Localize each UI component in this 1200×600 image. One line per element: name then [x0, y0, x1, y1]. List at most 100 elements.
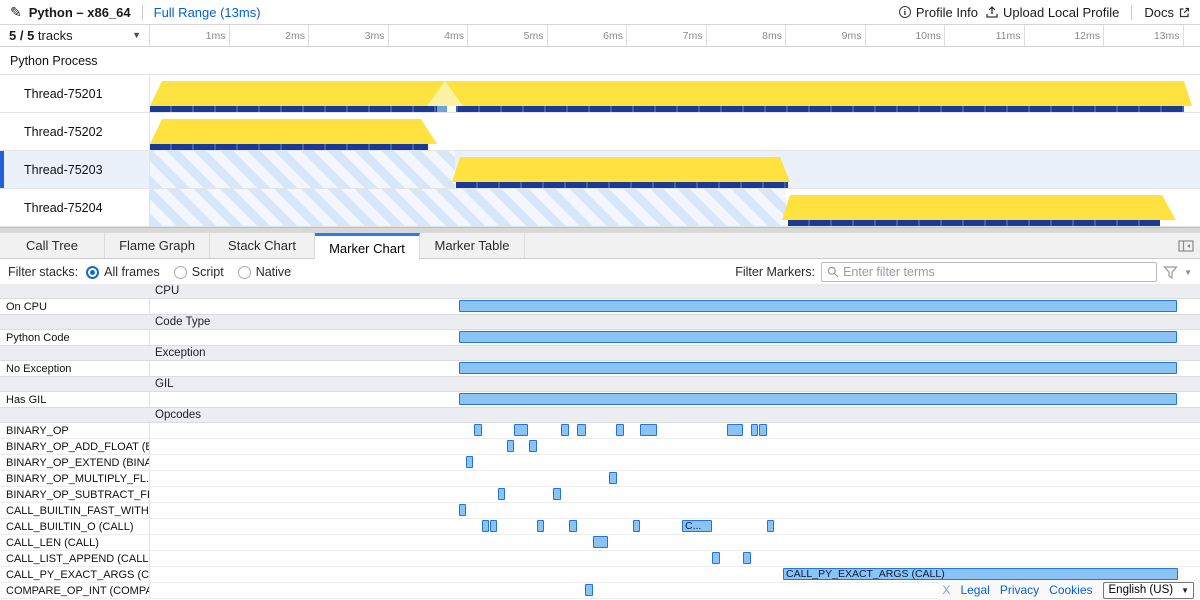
details-tab-bar: Call Tree Flame Graph Stack Chart Marker Ch… [0, 233, 1200, 260]
track-row-thread-75204[interactable]: Thread-75204 [0, 189, 1200, 227]
ruler-tick: 10ms [866, 25, 945, 46]
cpu-activity-band [452, 157, 790, 182]
marker-filter-input[interactable] [843, 265, 1152, 279]
marker-bar[interactable] [459, 331, 1177, 343]
marker-bar[interactable] [633, 520, 640, 532]
marker-chart: CPU On CPU Code Type Python Code Exception No… [0, 284, 1200, 600]
marker-bar[interactable] [751, 424, 758, 436]
marker-bar[interactable] [498, 488, 505, 500]
thread-track-label: Thread-75203 [13, 151, 150, 188]
marker-bar[interactable] [466, 456, 473, 468]
track-row-thread-75201[interactable]: Thread-75201 [0, 75, 1200, 113]
marker-row-label: BINARY_OP [0, 423, 150, 438]
marker-row-label: CALL_BUILTIN_O (CALL) [0, 519, 150, 534]
profile-info-button[interactable]: i Profile Info [898, 5, 978, 20]
track-row-thread-75203[interactable]: Thread-75203 [0, 151, 1200, 189]
marker-bar[interactable] [459, 504, 466, 516]
timeline-details-splitter[interactable] [0, 227, 1200, 233]
footer-link-privacy[interactable]: Privacy [999, 583, 1040, 597]
marker-bar[interactable] [514, 424, 528, 436]
samples-strip-gap [447, 106, 456, 112]
marker-bar[interactable] [759, 424, 767, 436]
marker-row: No Exception [0, 361, 1200, 377]
marker-bar[interactable] [569, 520, 577, 532]
time-ruler[interactable]: 1ms 2ms 3ms 4ms 5ms 6ms 7ms 8ms 9ms 10ms 11ms 12ms 1… [150, 25, 1200, 46]
marker-bar[interactable] [585, 584, 593, 596]
top-header: ✎ Python – x86_64 Full Range (13ms) i Pr… [0, 0, 1200, 25]
marker-row-label: Has GIL [0, 392, 150, 407]
marker-row: CALL_PY_EXACT_ARGS (C... CALL_PY_EXACT_AR… [0, 567, 1200, 583]
tab-stack-chart[interactable]: Stack Chart [210, 233, 315, 258]
docs-button[interactable]: Docs [1144, 5, 1190, 20]
marker-bar[interactable] [640, 424, 657, 436]
marker-bar-label: CALL_PY_EXACT_ARGS (CALL) [786, 568, 945, 580]
samples-strip [456, 182, 788, 188]
marker-bar[interactable] [474, 424, 482, 436]
marker-bar[interactable] [482, 520, 489, 532]
marker-row-label: BINARY_OP_MULTIPLY_FL... [0, 471, 150, 486]
marker-bar[interactable] [507, 440, 514, 452]
ruler-tick: 1ms [150, 25, 230, 46]
marker-bar[interactable]: C... [682, 520, 712, 532]
marker-bar[interactable] [609, 472, 617, 484]
full-range-button[interactable]: Full Range (13ms) [153, 4, 261, 20]
stack-filter-all-frames[interactable]: All frames [86, 265, 160, 279]
marker-bar[interactable]: CALL_PY_EXACT_ARGS (CALL) [783, 568, 1178, 580]
marker-row-label: CALL_PY_EXACT_ARGS (C... [0, 567, 150, 582]
marker-bar[interactable] [529, 440, 537, 452]
marker-bar[interactable] [727, 424, 743, 436]
tracks-dropdown-button[interactable]: 5 / 5 tracks ▼ [0, 25, 150, 46]
marker-bar[interactable] [712, 552, 720, 564]
marker-section-header: Code Type [0, 314, 1200, 330]
marker-row: CALL_BUILTIN_O (CALL) C... [0, 519, 1200, 535]
footer-link-cookies[interactable]: Cookies [1049, 583, 1093, 597]
marker-section-header: Opcodes [0, 407, 1200, 423]
tab-flame-graph[interactable]: Flame Graph [105, 233, 210, 258]
radio-icon [173, 265, 187, 279]
tab-marker-table[interactable]: Marker Table [420, 233, 525, 258]
marker-row: Has GIL [0, 392, 1200, 408]
marker-row-label: BINARY_OP_SUBTRACT_FL... [0, 487, 150, 502]
stack-filter-native[interactable]: Native [237, 265, 291, 279]
track-row-thread-75202[interactable]: Thread-75202 [0, 113, 1200, 151]
marker-bar[interactable] [459, 393, 1177, 405]
thread-activity-graph [150, 189, 1200, 226]
footer-overlay: X Legal Privacy Cookies English (US) ▼ [938, 580, 1200, 600]
marker-bar[interactable] [553, 488, 561, 500]
ruler-tick: 5ms [468, 25, 548, 46]
marker-bar[interactable] [577, 424, 586, 436]
marker-bar[interactable] [537, 520, 544, 532]
ruler-tick: 13ms [1104, 25, 1184, 46]
footer-close-button[interactable]: X [942, 583, 951, 597]
process-track-header[interactable]: Python Process [0, 47, 1200, 75]
funnel-dropdown-icon[interactable]: ▼ [1184, 267, 1192, 277]
marker-bar[interactable] [561, 424, 569, 436]
marker-bar[interactable] [459, 300, 1177, 312]
funnel-filter-icon[interactable] [1163, 265, 1178, 279]
sidebar-toggle-button[interactable] [1172, 233, 1200, 258]
stack-filter-script[interactable]: Script [173, 265, 224, 279]
language-select[interactable]: English (US) ▼ [1102, 581, 1194, 599]
tab-marker-chart[interactable]: Marker Chart [315, 233, 420, 260]
marker-bar[interactable] [490, 520, 497, 532]
marker-bar[interactable] [593, 536, 608, 548]
edit-profile-name-icon[interactable]: ✎ [10, 4, 22, 20]
marker-bar[interactable] [616, 424, 624, 436]
marker-bar[interactable] [767, 520, 774, 532]
tab-call-tree[interactable]: Call Tree [0, 233, 105, 258]
search-icon [827, 266, 839, 278]
filter-bar: Filter stacks: All frames Script Native Fi… [0, 260, 1200, 284]
chevron-down-icon: ▼ [132, 30, 141, 40]
upload-local-profile-button[interactable]: Upload Local Profile [986, 5, 1119, 20]
radio-label: All frames [104, 265, 160, 279]
idle-stripes [150, 151, 455, 188]
marker-section-header: GIL [0, 376, 1200, 392]
marker-bar[interactable] [743, 552, 751, 564]
marker-section-label: CPU [155, 285, 180, 297]
marker-bar[interactable] [459, 362, 1177, 374]
footer-link-legal[interactable]: Legal [960, 583, 990, 597]
marker-section-header: CPU [0, 284, 1200, 299]
marker-row: CALL_LEN (CALL) [0, 535, 1200, 551]
filter-stacks-label: Filter stacks: [8, 265, 79, 279]
thread-tracks: Thread-75201 Thread-75202 Thread-75203 Thre… [0, 75, 1200, 227]
